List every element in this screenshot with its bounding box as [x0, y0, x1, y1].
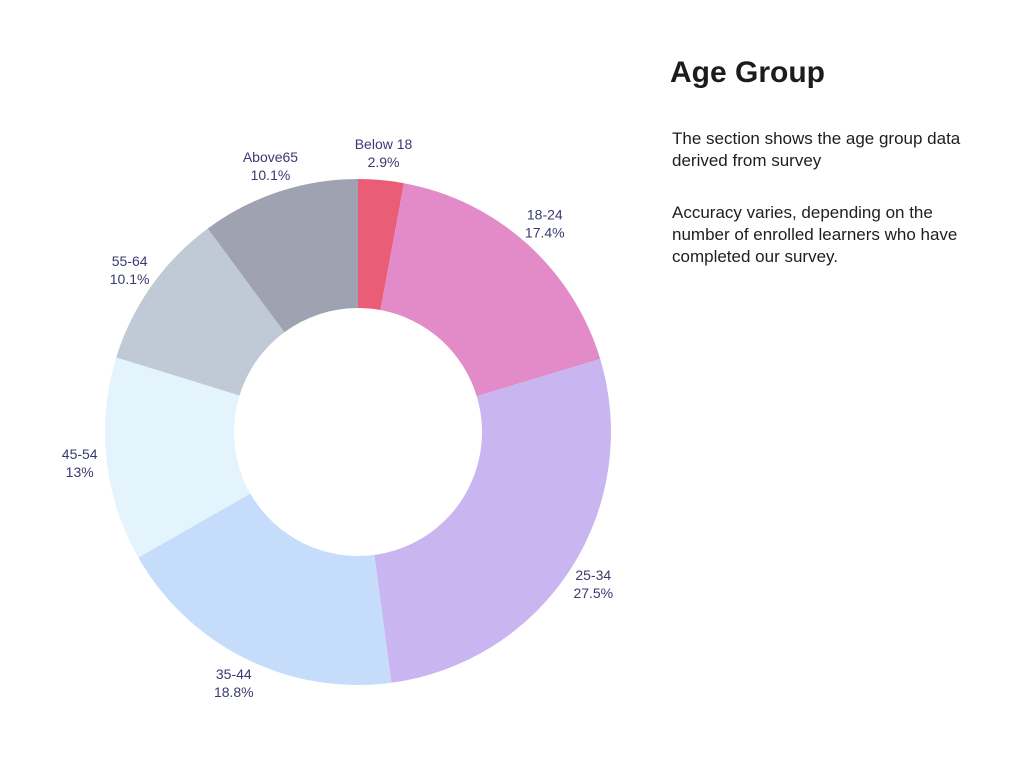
slice-label-55-64: 55-64 10.1% — [110, 253, 150, 287]
slice-label-18-24: 18-24 17.4% — [525, 206, 565, 240]
donut-slice-35-44[interactable] — [138, 493, 392, 685]
donut-slice-18-24[interactable] — [380, 183, 601, 397]
description-text: The section shows the age group data der… — [672, 129, 961, 170]
chart-title: Age Group — [670, 56, 825, 89]
slice-label-below-18: Below 18 2.9% — [355, 136, 413, 170]
slice-label-45-54: 45-54 13% — [62, 446, 98, 480]
donut-slice-55-64[interactable] — [116, 228, 285, 396]
donut-slice-above65[interactable] — [207, 179, 358, 333]
donut-slice-25-34[interactable] — [374, 358, 612, 683]
slice-label-25-34: 25-34 27.5% — [573, 567, 613, 601]
accuracy-note-text: Accuracy varies, depending on the number… — [672, 203, 958, 266]
slice-label-above65: Above65 10.1% — [243, 149, 298, 183]
slice-label-35-44: 35-44 18.8% — [214, 666, 254, 700]
donut-slice-45-54[interactable] — [104, 357, 251, 558]
donut-slice-below-18[interactable] — [358, 179, 404, 311]
